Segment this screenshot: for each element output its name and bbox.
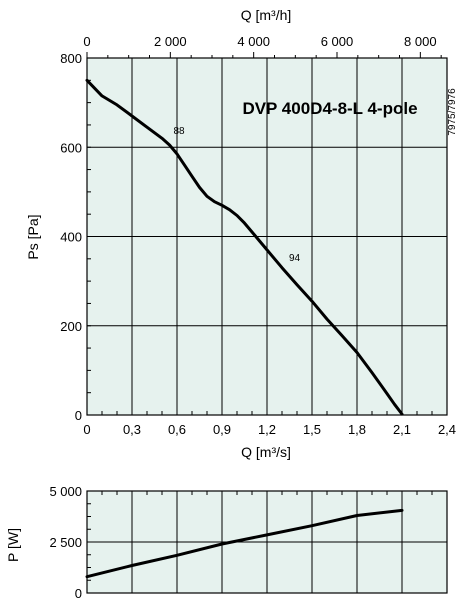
power-y-tick-label: 2 500 — [49, 535, 82, 550]
top-tick-label: 8 000 — [404, 34, 437, 49]
pressure-curve — [85, 78, 404, 416]
top-tick-label: 2 000 — [154, 34, 187, 49]
power-chart: 0 2 500 5 000 — [49, 484, 448, 601]
power-axis-label: P [W] — [5, 528, 21, 562]
top-tick-label: 4 000 — [237, 34, 270, 49]
y-tick-label: 800 — [60, 51, 82, 66]
pressure-chart: 0 0,3 0,6 0,9 1,2 1,5 1,8 2,1 2,4 0 2 000 4 000 6 00… — [60, 34, 456, 437]
chart-title: DVP 400D4-8-L 4-pole — [242, 99, 417, 118]
x-axis-label: Q [m³/s] — [241, 444, 291, 460]
chart-code: 7975/7976 — [447, 88, 458, 136]
x-tick-label: 0,9 — [213, 422, 231, 437]
efficiency-label: 94 — [289, 253, 301, 264]
y-axis-label: Ps [Pa] — [25, 214, 41, 259]
x-tick-label: 0,3 — [123, 422, 141, 437]
y-tick-label: 600 — [60, 140, 82, 155]
power-y-tick-label: 5 000 — [49, 484, 82, 499]
top-x-axis-label: Q [m³/h] — [241, 7, 292, 23]
top-tick-label: 0 — [83, 34, 90, 49]
y-tick-label: 400 — [60, 230, 82, 245]
x-tick-label: 2,4 — [438, 422, 456, 437]
x-tick-label: 2,1 — [393, 422, 411, 437]
power-y-tick-label: 0 — [75, 586, 82, 601]
x-tick-label: 1,8 — [348, 422, 366, 437]
y-tick-label: 200 — [60, 319, 82, 334]
power-curve — [85, 508, 404, 579]
x-tick-label: 1,2 — [258, 422, 276, 437]
x-tick-label: 0 — [83, 422, 90, 437]
efficiency-label: 88 — [173, 126, 185, 137]
x-tick-label: 0,6 — [168, 422, 186, 437]
top-tick-label: 6 000 — [321, 34, 354, 49]
x-tick-label: 1,5 — [303, 422, 321, 437]
y-tick-label: 0 — [75, 408, 82, 423]
